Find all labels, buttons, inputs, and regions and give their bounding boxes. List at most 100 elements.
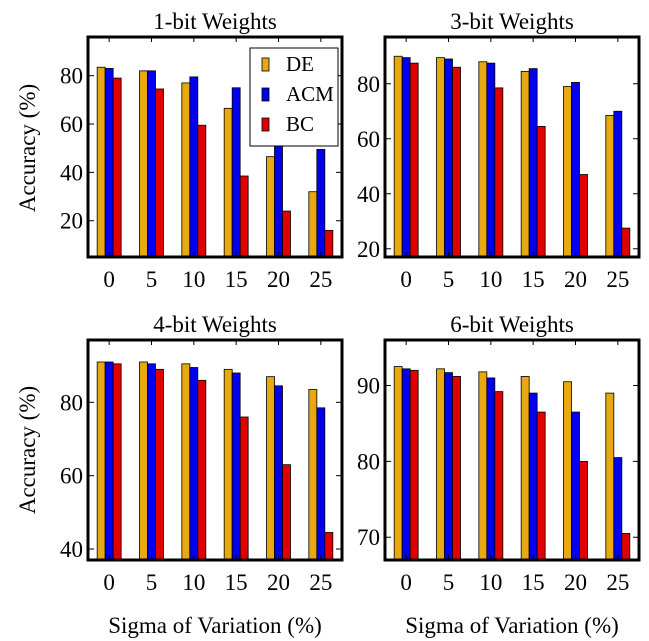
bar-bc-0 bbox=[112, 77, 122, 258]
y-tick-label: 90 bbox=[357, 374, 380, 399]
bar-bc-25 bbox=[324, 230, 334, 258]
y-tick-label: 60 bbox=[60, 464, 83, 489]
legend-swatch-acm bbox=[261, 87, 270, 102]
y-tick-label: 40 bbox=[60, 160, 83, 185]
bar-de-15 bbox=[520, 70, 530, 258]
y-tick-label: 80 bbox=[60, 390, 83, 415]
x-tick-label: 20 bbox=[267, 570, 290, 595]
plot-frame bbox=[383, 35, 641, 259]
legend: DE ACM BC bbox=[249, 47, 339, 147]
bar-bc-20 bbox=[579, 460, 588, 561]
x-tick-label: 25 bbox=[309, 570, 332, 595]
x-tick-label: 20 bbox=[564, 570, 587, 595]
legend-swatch-bc bbox=[261, 117, 270, 132]
x-tick-label: 20 bbox=[564, 267, 587, 292]
bar-acm-0 bbox=[104, 361, 114, 561]
bar-bc-0 bbox=[112, 363, 122, 561]
chart-panel-4: 6-bit Weights 0 5 10 15 20 25 70 80 90 bbox=[357, 312, 641, 595]
bar-acm-20 bbox=[571, 81, 580, 258]
x-tick-label: 5 bbox=[443, 267, 455, 292]
chart-panel-1: 1-bit Weights 0 5 10 15 20 25 20 40 60 80 bbox=[60, 9, 344, 292]
bar-acm-0 bbox=[104, 68, 114, 258]
bar-de-25 bbox=[605, 114, 615, 258]
bar-bc-20 bbox=[282, 210, 291, 258]
chart-title: 6-bit Weights bbox=[450, 312, 574, 337]
bar-de-15 bbox=[520, 376, 530, 561]
bar-bc-25 bbox=[621, 227, 631, 258]
bar-bc-20 bbox=[282, 464, 291, 561]
bar-bc-5 bbox=[452, 66, 461, 258]
x-tick-label: 15 bbox=[225, 267, 248, 292]
x-tick-label: 5 bbox=[443, 570, 455, 595]
bar-bc-15 bbox=[536, 411, 546, 561]
bar-acm-20 bbox=[571, 411, 580, 561]
bar-acm-25 bbox=[316, 407, 326, 561]
x-tick-label: 20 bbox=[267, 267, 290, 292]
chart-panel-2: 3-bit Weights 0 5 10 15 20 25 20 40 60 80 bbox=[357, 9, 641, 292]
bar-de-5 bbox=[436, 368, 445, 561]
bar-de-20 bbox=[266, 376, 275, 561]
bar-bc-10 bbox=[494, 87, 504, 258]
y-tick-label: 70 bbox=[357, 525, 380, 550]
bar-de-5 bbox=[139, 70, 148, 258]
bar-acm-15 bbox=[231, 87, 241, 258]
bar-acm-0 bbox=[401, 57, 411, 258]
bar-acm-10 bbox=[189, 367, 199, 561]
x-tick-label: 25 bbox=[309, 267, 332, 292]
bar-de-10 bbox=[478, 61, 488, 258]
bar-acm-10 bbox=[189, 76, 199, 258]
chart-panel-3: 4-bit Weights 0 5 10 15 20 25 40 60 80 bbox=[60, 312, 344, 595]
bar-bc-20 bbox=[579, 174, 588, 258]
bar-bc-10 bbox=[494, 391, 504, 561]
x-tick-label: 25 bbox=[606, 570, 629, 595]
y-axis-label-top: Accuracy (%) bbox=[15, 84, 40, 212]
chart-title: 1-bit Weights bbox=[153, 9, 277, 34]
plot-frame bbox=[86, 338, 344, 562]
plot-frame bbox=[383, 338, 641, 562]
bar-bc-10 bbox=[197, 124, 207, 258]
bar-de-15 bbox=[223, 107, 233, 258]
bar-bc-15 bbox=[239, 416, 249, 561]
x-tick-label: 25 bbox=[606, 267, 629, 292]
x-tick-label: 10 bbox=[182, 570, 205, 595]
bar-de-5 bbox=[436, 57, 445, 258]
bar-de-0 bbox=[393, 55, 403, 258]
bar-acm-15 bbox=[528, 68, 538, 258]
bar-de-20 bbox=[266, 156, 275, 258]
x-tick-label: 10 bbox=[479, 267, 502, 292]
bar-de-0 bbox=[393, 366, 403, 561]
chart-title: 4-bit Weights bbox=[153, 312, 277, 337]
bar-de-25 bbox=[308, 389, 318, 561]
x-tick-label: 5 bbox=[146, 267, 158, 292]
x-axis-label-left: Sigma of Variation (%) bbox=[108, 613, 322, 638]
bar-de-15 bbox=[223, 368, 233, 561]
x-tick-label: 15 bbox=[522, 570, 545, 595]
chart-panels: 1-bit Weights 0 5 10 15 20 25 20 40 60 80 3-bit Wei… bbox=[60, 9, 641, 595]
x-tick-label: 0 bbox=[103, 570, 115, 595]
bar-de-5 bbox=[139, 361, 148, 561]
bar-de-10 bbox=[181, 82, 191, 258]
x-tick-label: 5 bbox=[146, 570, 158, 595]
bar-bc-15 bbox=[536, 125, 546, 258]
bar-acm-10 bbox=[486, 377, 496, 561]
y-axis-label-bottom: Accuracy (%) bbox=[15, 386, 40, 514]
legend-label-acm: ACM bbox=[286, 82, 334, 106]
y-tick-label: 80 bbox=[60, 64, 83, 89]
bar-acm-15 bbox=[528, 392, 538, 561]
bar-de-25 bbox=[605, 392, 615, 561]
chart-title: 3-bit Weights bbox=[450, 9, 574, 34]
y-tick-label: 20 bbox=[357, 237, 380, 262]
bar-acm-5 bbox=[147, 70, 156, 258]
bar-bc-5 bbox=[452, 376, 461, 561]
y-tick-label: 80 bbox=[357, 449, 380, 474]
bar-bc-5 bbox=[155, 88, 164, 258]
x-tick-label: 15 bbox=[522, 267, 545, 292]
legend-label-bc: BC bbox=[286, 112, 314, 136]
bar-bc-15 bbox=[239, 175, 249, 258]
bar-acm-25 bbox=[613, 110, 623, 258]
plot-frame bbox=[86, 35, 344, 259]
x-tick-label: 0 bbox=[400, 570, 412, 595]
legend-swatch-de bbox=[261, 57, 270, 72]
bar-de-20 bbox=[563, 86, 572, 258]
